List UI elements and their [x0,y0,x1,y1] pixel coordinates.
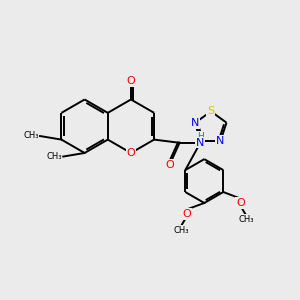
Text: CH₃: CH₃ [173,226,189,235]
Text: O: O [165,160,174,170]
Text: O: O [127,76,135,86]
Text: S: S [207,106,214,116]
Text: N: N [191,118,200,128]
Text: N: N [216,136,225,146]
Text: CH₃: CH₃ [23,131,39,140]
Text: O: O [236,198,245,208]
Text: CH₃: CH₃ [238,214,254,224]
Text: CH₃: CH₃ [46,152,62,161]
Text: H: H [197,131,204,140]
Text: O: O [182,209,191,219]
Text: O: O [127,148,135,158]
Text: N: N [196,138,204,148]
